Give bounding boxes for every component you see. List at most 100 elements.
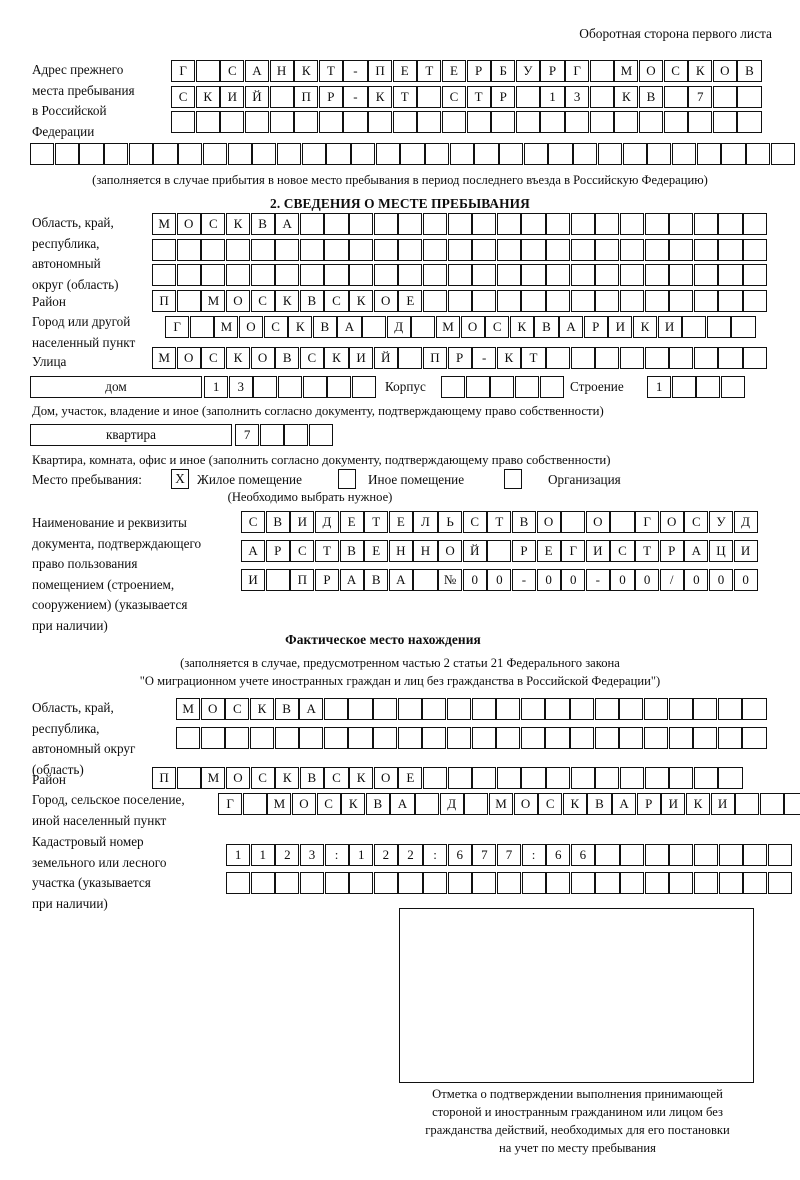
char-cell[interactable] [327,376,352,398]
stay-type-organization-checkbox[interactable] [504,469,522,489]
char-cell[interactable]: Й [244,85,270,108]
char-cell[interactable]: Р [314,569,340,591]
char-cell[interactable] [373,213,398,235]
char-cell[interactable]: В [339,540,364,562]
char-cell[interactable] [693,767,718,789]
char-cell[interactable]: 6 [570,844,595,866]
char-cell[interactable] [743,290,768,312]
char-cell[interactable] [259,424,284,446]
char-cell[interactable]: И [608,316,633,338]
char-cell[interactable] [195,60,220,82]
char-cell[interactable] [693,872,719,894]
char-cell[interactable] [269,85,294,108]
char-cell[interactable]: 1 [349,844,374,866]
char-cell[interactable]: К [225,347,251,369]
char-cell[interactable] [275,264,300,286]
char-cell[interactable] [398,264,423,286]
char-cell[interactable] [362,316,387,338]
char-cell[interactable] [619,727,644,749]
char-cell[interactable] [597,143,623,165]
char-cell[interactable] [250,264,275,286]
char-cell[interactable]: С [610,540,635,562]
char-cell[interactable] [570,347,595,369]
char-cell[interactable] [545,698,570,720]
char-cell[interactable]: Р [447,347,472,369]
char-cell[interactable] [521,238,546,261]
char-cell[interactable]: 0 [487,569,512,591]
char-cell[interactable] [610,511,635,533]
char-cell[interactable] [447,290,472,312]
char-cell[interactable] [398,872,423,894]
char-cell[interactable] [669,290,694,312]
char-cell[interactable] [693,264,718,286]
korpus-cells[interactable] [441,376,564,398]
char-cell[interactable]: Г [218,793,243,815]
char-cell[interactable]: Р [583,316,608,338]
char-cell[interactable]: О [225,767,251,789]
char-cell[interactable] [496,698,521,720]
char-cell[interactable] [373,727,398,749]
char-cell[interactable] [284,424,309,446]
char-cell[interactable] [152,264,177,286]
char-cell[interactable] [496,238,521,261]
char-cell[interactable] [308,424,334,446]
stay-type-other-checkbox[interactable] [338,469,356,489]
char-cell[interactable] [425,143,450,165]
char-cell[interactable] [176,264,201,286]
char-cell[interactable]: В [299,767,324,789]
char-cell[interactable] [570,213,595,235]
char-cell[interactable]: 1 [540,85,565,108]
char-cell[interactable]: Г [561,540,586,562]
char-cell[interactable] [520,727,545,749]
char-cell[interactable] [201,238,226,261]
char-cell[interactable]: С [538,793,563,815]
char-cell[interactable]: Р [466,60,491,82]
char-cell[interactable] [373,238,398,261]
char-cell[interactable]: В [312,316,337,338]
char-cell[interactable]: О [460,316,485,338]
char-cell[interactable]: Й [462,540,487,562]
char-cell[interactable] [324,238,349,261]
char-cell[interactable] [668,698,693,720]
char-cell[interactable]: Т [635,540,660,562]
char-cell[interactable] [619,698,644,720]
char-cell[interactable] [417,111,442,133]
char-cell[interactable] [171,111,196,133]
char-cell[interactable] [299,264,324,286]
char-cell[interactable] [252,143,277,165]
char-cell[interactable] [523,143,548,165]
char-cell[interactable]: 2 [398,844,423,866]
char-cell[interactable] [514,376,540,398]
char-cell[interactable] [324,264,349,286]
char-cell[interactable]: П [152,767,177,789]
char-cell[interactable]: И [290,511,315,533]
char-cell[interactable]: 0 [635,569,660,591]
char-cell[interactable] [735,793,760,815]
char-cell[interactable] [561,511,586,533]
char-cell[interactable] [269,111,294,133]
char-cell[interactable] [417,85,442,108]
char-cell[interactable] [447,767,472,789]
char-cell[interactable] [669,238,694,261]
actual-region-row-2[interactable] [176,727,767,749]
char-cell[interactable] [373,264,398,286]
char-cell[interactable] [153,143,178,165]
char-cell[interactable] [573,143,598,165]
char-cell[interactable] [472,290,497,312]
char-cell[interactable] [242,793,267,815]
char-cell[interactable] [644,844,669,866]
char-cell[interactable] [323,698,348,720]
char-cell[interactable] [520,698,545,720]
char-cell[interactable] [682,316,707,338]
char-cell[interactable]: О [659,511,684,533]
char-cell[interactable] [770,143,795,165]
char-cell[interactable]: П [294,85,319,108]
char-cell[interactable]: И [220,85,245,108]
char-cell[interactable] [521,213,546,235]
char-cell[interactable]: К [225,213,251,235]
char-cell[interactable] [152,238,177,261]
char-cell[interactable] [323,727,348,749]
section2-region-row-3[interactable] [152,264,768,286]
